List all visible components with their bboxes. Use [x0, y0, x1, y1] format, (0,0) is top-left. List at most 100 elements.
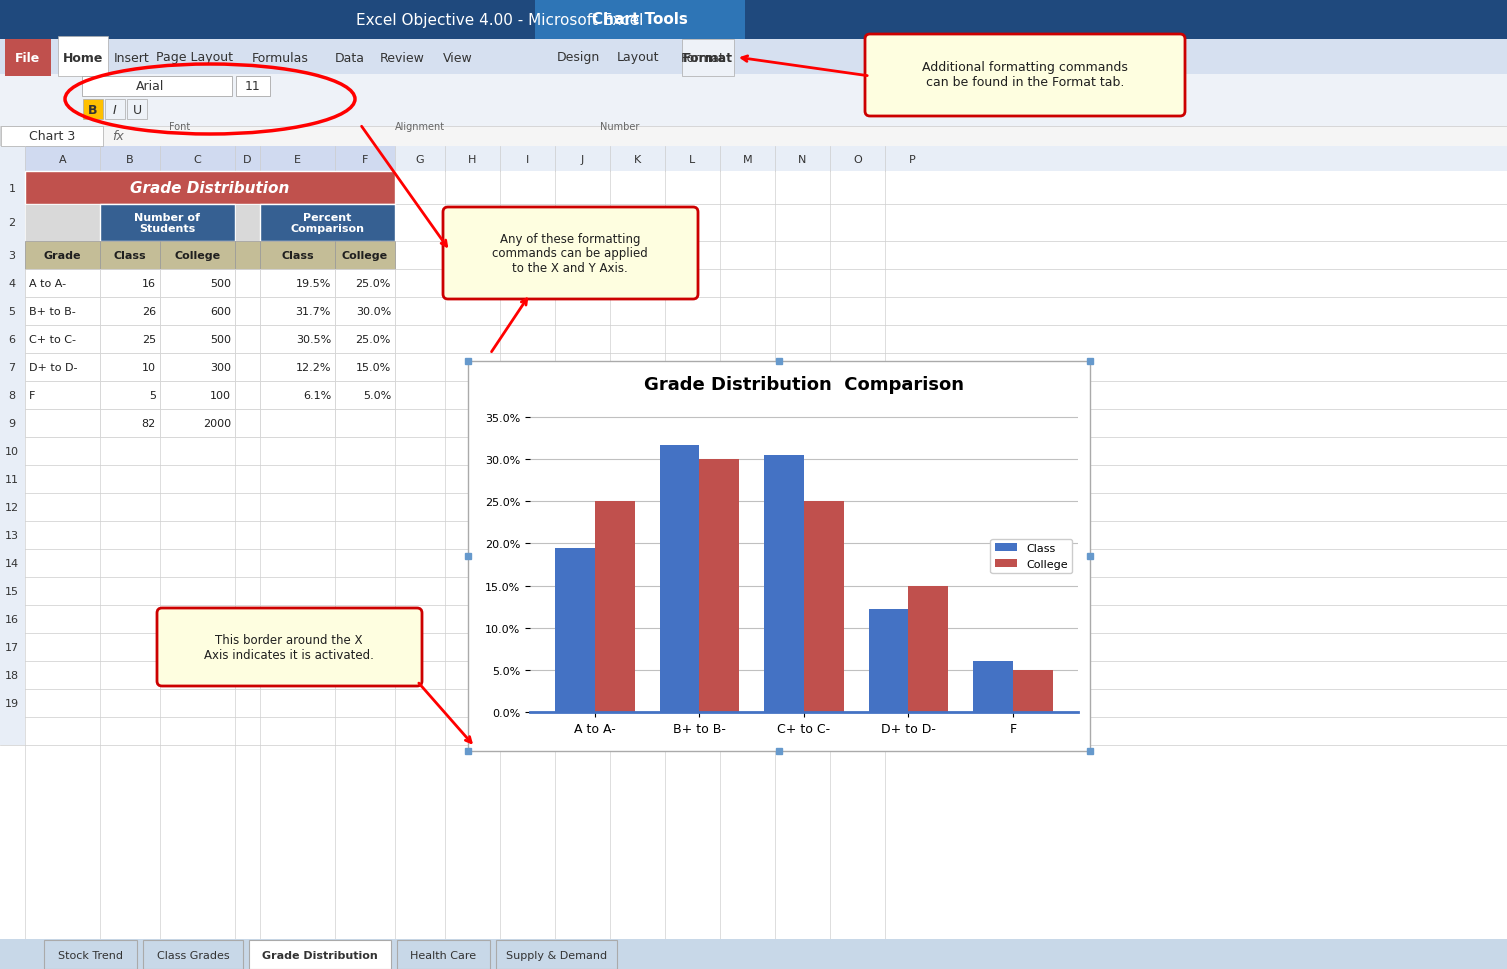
FancyBboxPatch shape — [0, 549, 26, 578]
FancyBboxPatch shape — [26, 326, 99, 354]
Text: 500: 500 — [209, 334, 231, 345]
Text: 16: 16 — [142, 279, 157, 289]
FancyBboxPatch shape — [261, 354, 335, 382]
FancyBboxPatch shape — [99, 326, 160, 354]
Bar — [764, 455, 803, 712]
FancyBboxPatch shape — [261, 410, 335, 438]
Text: 7: 7 — [9, 362, 15, 373]
FancyBboxPatch shape — [0, 147, 1507, 172]
FancyBboxPatch shape — [261, 297, 335, 326]
FancyBboxPatch shape — [235, 382, 261, 410]
FancyBboxPatch shape — [335, 269, 395, 297]
Text: 30.5%: 30.5% — [295, 334, 332, 345]
Text: A to A-: A to A- — [29, 279, 66, 289]
Text: Formulas: Formulas — [252, 51, 309, 64]
FancyBboxPatch shape — [160, 269, 235, 297]
FancyBboxPatch shape — [0, 521, 26, 549]
FancyBboxPatch shape — [335, 297, 395, 326]
FancyBboxPatch shape — [26, 172, 395, 204]
Text: 600: 600 — [209, 306, 231, 317]
FancyBboxPatch shape — [0, 172, 1507, 969]
FancyBboxPatch shape — [235, 204, 261, 241]
Text: College: College — [175, 251, 220, 261]
FancyBboxPatch shape — [261, 382, 335, 410]
FancyBboxPatch shape — [160, 354, 235, 382]
Text: 5: 5 — [9, 306, 15, 317]
Text: Review: Review — [380, 51, 425, 64]
FancyBboxPatch shape — [0, 578, 26, 606]
Text: 300: 300 — [209, 362, 231, 373]
FancyBboxPatch shape — [235, 326, 261, 354]
Text: E: E — [294, 155, 301, 165]
FancyBboxPatch shape — [261, 147, 335, 172]
Text: C+ to C-: C+ to C- — [29, 334, 75, 345]
Text: N: N — [799, 155, 806, 165]
FancyBboxPatch shape — [26, 382, 99, 410]
Text: Format: Format — [683, 51, 732, 64]
Text: L: L — [689, 155, 696, 165]
Text: Stock Trend: Stock Trend — [57, 950, 124, 960]
FancyBboxPatch shape — [261, 241, 335, 269]
Text: Font: Font — [169, 122, 190, 132]
Text: 25: 25 — [142, 334, 157, 345]
Bar — [974, 661, 1013, 712]
Text: 10: 10 — [5, 447, 20, 456]
FancyBboxPatch shape — [237, 77, 270, 97]
Text: 25.0%: 25.0% — [356, 279, 390, 289]
Text: B+ to B-: B+ to B- — [29, 306, 75, 317]
Text: P: P — [909, 155, 916, 165]
FancyBboxPatch shape — [235, 241, 261, 269]
Bar — [909, 586, 948, 712]
FancyBboxPatch shape — [0, 661, 26, 689]
Text: 19: 19 — [5, 699, 20, 708]
FancyBboxPatch shape — [335, 241, 395, 269]
FancyBboxPatch shape — [261, 269, 335, 297]
Text: 2: 2 — [9, 218, 15, 229]
FancyBboxPatch shape — [0, 326, 26, 354]
Text: 16: 16 — [5, 614, 20, 624]
FancyBboxPatch shape — [496, 940, 616, 969]
FancyBboxPatch shape — [0, 717, 26, 745]
FancyBboxPatch shape — [0, 939, 1507, 969]
FancyBboxPatch shape — [157, 609, 422, 686]
Text: F: F — [29, 391, 35, 400]
Text: 1: 1 — [9, 183, 15, 193]
Text: Page Layout: Page Layout — [157, 51, 234, 64]
Text: M: M — [743, 155, 752, 165]
FancyBboxPatch shape — [99, 297, 160, 326]
Text: D+ to D-: D+ to D- — [29, 362, 77, 373]
Text: 25.0%: 25.0% — [356, 334, 390, 345]
FancyBboxPatch shape — [5, 40, 51, 77]
Text: fx: fx — [112, 131, 124, 143]
Text: 500: 500 — [209, 279, 231, 289]
Text: 12: 12 — [5, 503, 20, 513]
Text: J: J — [580, 155, 585, 165]
Text: 14: 14 — [5, 558, 20, 569]
FancyBboxPatch shape — [99, 204, 235, 241]
FancyBboxPatch shape — [0, 241, 26, 269]
Text: A: A — [59, 155, 66, 165]
FancyBboxPatch shape — [0, 465, 26, 493]
Text: 4: 4 — [9, 279, 15, 289]
Bar — [699, 459, 738, 712]
Text: 9: 9 — [9, 419, 15, 428]
FancyBboxPatch shape — [235, 147, 261, 172]
FancyBboxPatch shape — [105, 100, 125, 120]
FancyBboxPatch shape — [0, 689, 26, 717]
FancyBboxPatch shape — [57, 37, 109, 77]
Text: 11: 11 — [5, 475, 20, 484]
FancyBboxPatch shape — [261, 326, 335, 354]
Title: Grade Distribution  Comparison: Grade Distribution Comparison — [643, 376, 964, 393]
Text: 12.2%: 12.2% — [295, 362, 332, 373]
FancyBboxPatch shape — [0, 354, 26, 382]
Bar — [1013, 671, 1053, 712]
Bar — [595, 502, 634, 712]
FancyBboxPatch shape — [335, 354, 395, 382]
FancyBboxPatch shape — [0, 410, 26, 438]
Text: Supply & Demand: Supply & Demand — [506, 950, 607, 960]
FancyBboxPatch shape — [127, 100, 148, 120]
Text: Design: Design — [556, 51, 600, 64]
FancyBboxPatch shape — [469, 361, 1090, 751]
Bar — [803, 502, 844, 712]
FancyBboxPatch shape — [26, 147, 99, 172]
